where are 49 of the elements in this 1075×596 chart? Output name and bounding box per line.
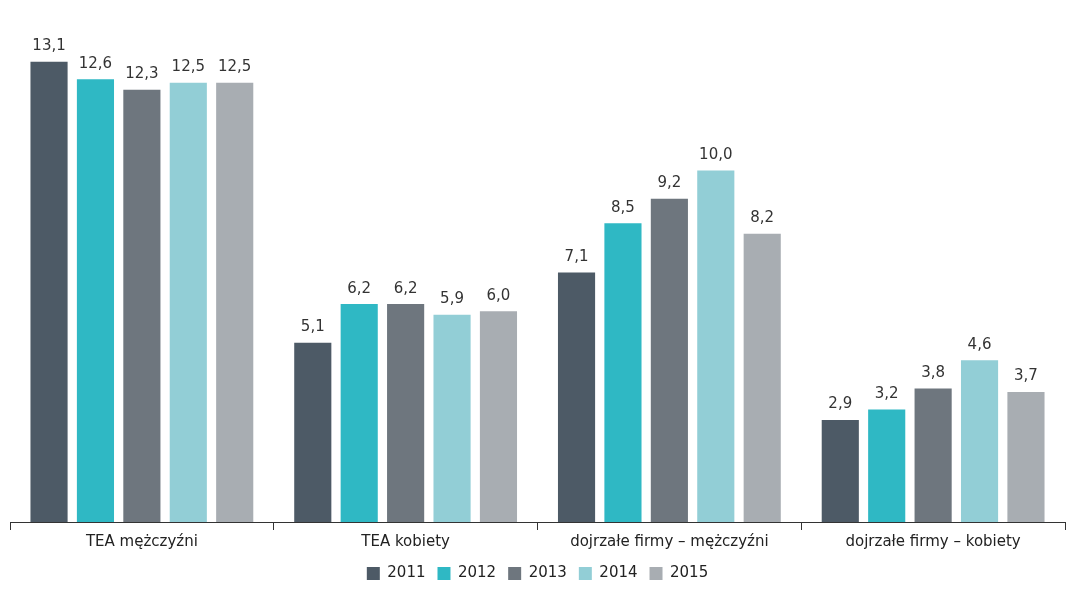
data-label: 12,5 xyxy=(171,57,205,76)
legend-label: 2014 xyxy=(599,563,638,582)
bar xyxy=(30,61,68,522)
data-label: 5,1 xyxy=(300,317,325,336)
bar xyxy=(557,272,596,522)
legend-label: 2011 xyxy=(387,563,426,582)
data-label: 12,3 xyxy=(125,64,159,83)
bar xyxy=(216,82,254,522)
bar xyxy=(604,223,642,522)
data-label: 3,7 xyxy=(1014,366,1038,385)
data-label: 6,2 xyxy=(347,278,372,297)
data-label: 13,1 xyxy=(32,36,66,55)
x-tick-label: TEA mężczyźni xyxy=(84,531,198,550)
x-tick-label: TEA kobiety xyxy=(360,531,451,550)
data-label: 4,6 xyxy=(967,334,992,353)
data-label: 7,1 xyxy=(564,246,589,265)
data-label: 12,6 xyxy=(78,53,113,72)
bar xyxy=(387,304,425,522)
bar xyxy=(479,311,518,522)
data-label: 5,9 xyxy=(440,289,464,308)
bar xyxy=(914,388,952,522)
legend-label: 2012 xyxy=(457,563,497,582)
legend-label: 2013 xyxy=(528,563,567,582)
bar xyxy=(821,420,859,522)
bar xyxy=(1007,391,1045,522)
bar xyxy=(868,409,906,522)
data-label: 9,2 xyxy=(657,173,682,192)
bar xyxy=(76,79,115,522)
data-label: 8,5 xyxy=(611,197,635,216)
data-label: 3,8 xyxy=(921,362,946,381)
data-label: 8,2 xyxy=(750,208,775,227)
data-label: 3,2 xyxy=(874,383,899,402)
bar xyxy=(433,314,471,522)
data-label: 6,0 xyxy=(486,285,511,304)
bar xyxy=(960,360,999,522)
bar xyxy=(169,82,207,522)
bar xyxy=(294,342,332,522)
data-label: 12,5 xyxy=(218,57,252,76)
data-label: 10,0 xyxy=(699,144,733,163)
legend-label: 2015 xyxy=(670,563,709,582)
bar xyxy=(650,198,688,522)
data-label: 2,9 xyxy=(828,394,853,413)
bar xyxy=(123,89,161,522)
data-label: 6,2 xyxy=(393,278,418,297)
x-tick-label: dojrzałe firmy – kobiety xyxy=(845,531,1021,550)
bar xyxy=(743,233,781,522)
bar xyxy=(340,304,378,522)
x-tick-label: dojrzałe firmy – mężczyźni xyxy=(570,531,769,550)
bar xyxy=(697,170,735,522)
